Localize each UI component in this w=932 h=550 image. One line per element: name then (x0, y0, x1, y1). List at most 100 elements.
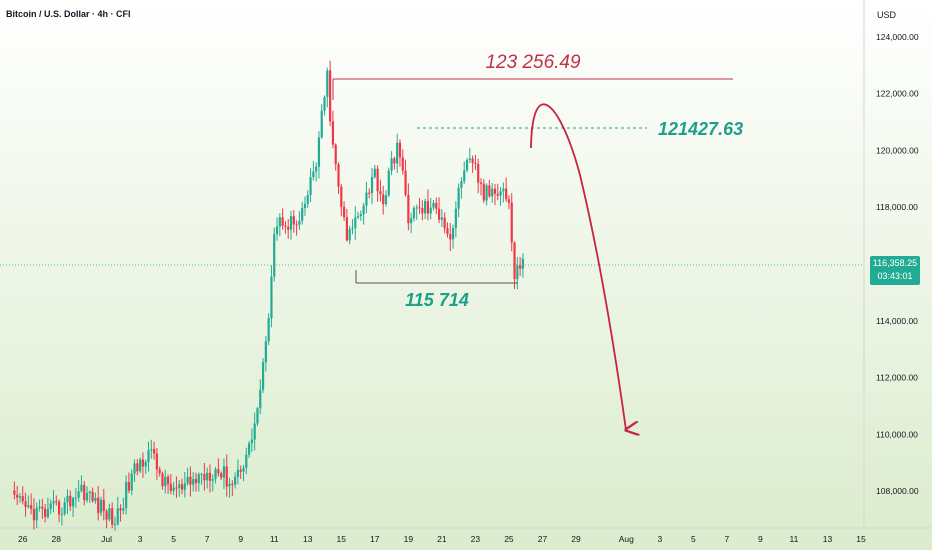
candle-body (122, 508, 125, 511)
time-tick-label: 11 (790, 534, 799, 544)
projection-arrow (530, 103, 626, 430)
candle-body (521, 258, 525, 269)
candle-body (298, 220, 301, 225)
time-tick-label: 19 (404, 534, 414, 544)
time-tick-label: 9 (758, 534, 763, 544)
candle-body (362, 205, 365, 215)
time-tick-label: 13 (303, 534, 313, 544)
candle-body (99, 499, 103, 513)
candle-body (401, 157, 404, 171)
candle-body (284, 225, 287, 227)
price-tick-label: 120,000.00 (876, 145, 919, 155)
candle-body (180, 484, 184, 490)
currency-label[interactable]: USD (877, 10, 897, 20)
candle-body (421, 208, 424, 214)
candle-body (18, 496, 22, 498)
candle-body (183, 483, 186, 490)
candle-body (435, 202, 438, 209)
price-tick-label: 122,000.00 (876, 89, 919, 99)
candle-body (502, 188, 505, 192)
candle-body (449, 234, 452, 240)
candle-body (446, 228, 449, 235)
candle-body (513, 242, 516, 280)
candle-body (275, 226, 279, 234)
candle-body (354, 217, 357, 229)
candle-body (496, 193, 499, 196)
candle-body (144, 461, 147, 467)
candle-body (247, 443, 251, 455)
candle-body (292, 216, 295, 225)
candle-body (278, 217, 281, 227)
candle-body (499, 191, 502, 196)
candle-body (88, 491, 91, 494)
candle-body (71, 497, 75, 507)
candle-body (256, 408, 259, 424)
candle-body (217, 469, 220, 474)
candle-body (111, 508, 114, 525)
candles-group (13, 60, 525, 531)
candle-body (245, 454, 248, 468)
candle-body (379, 191, 382, 195)
time-tick-label: 27 (538, 534, 548, 544)
candle-body (228, 483, 231, 487)
candle-body (172, 487, 175, 491)
candle-body (24, 501, 27, 507)
candle-body (342, 207, 346, 218)
candle-body (13, 490, 16, 495)
candle-body (141, 459, 145, 467)
current-price-value: 116,358.25 (872, 258, 918, 268)
candle-body (485, 185, 488, 201)
price-tick-label: 110,000.00 (876, 429, 918, 439)
candle-body (488, 185, 491, 197)
candle-body (348, 228, 351, 241)
candle-body (507, 199, 511, 203)
candle-body (432, 202, 435, 208)
candle-body (477, 164, 480, 183)
candle-body (130, 473, 133, 491)
candle-body (206, 472, 209, 481)
candle-body (152, 449, 156, 454)
candle-body (41, 506, 44, 509)
candle-body (60, 513, 63, 515)
candle-body (323, 96, 326, 111)
candle-body (273, 233, 276, 277)
candle-body (326, 70, 329, 97)
candle-body (382, 194, 385, 205)
candle-body (46, 509, 50, 517)
candle-body (35, 507, 38, 521)
candle-body (74, 497, 77, 499)
candle-body (49, 503, 52, 510)
candle-body (443, 217, 446, 229)
candle-body (451, 227, 455, 240)
candle-body (410, 218, 413, 224)
candle-body (150, 449, 153, 451)
candle-body (426, 201, 430, 214)
candle-body (418, 207, 421, 209)
candle-body (105, 510, 108, 520)
time-tick-label: 7 (725, 534, 730, 544)
candle-body (83, 484, 86, 501)
candle-body (139, 459, 142, 472)
candle-body (192, 479, 195, 485)
candle-body (289, 216, 293, 230)
candle-body (463, 170, 466, 182)
time-tick-label: 11 (270, 534, 279, 544)
high-level-label: 123 256.49 (485, 52, 581, 73)
candle-body (231, 483, 234, 485)
candle-body (166, 476, 170, 485)
candle-body (38, 506, 41, 508)
candle-body (261, 362, 265, 390)
time-tick-label: 26 (18, 534, 28, 544)
candle-body (365, 192, 368, 206)
candle-body (493, 188, 497, 194)
candle-body (437, 208, 441, 220)
support-level-label: 115 714 (405, 290, 469, 310)
candle-body (424, 201, 427, 214)
candle-body (334, 144, 337, 165)
candle-body (220, 473, 223, 478)
candle-body (384, 195, 388, 205)
time-tick-label: 9 (238, 534, 243, 544)
candle-body (91, 491, 94, 501)
